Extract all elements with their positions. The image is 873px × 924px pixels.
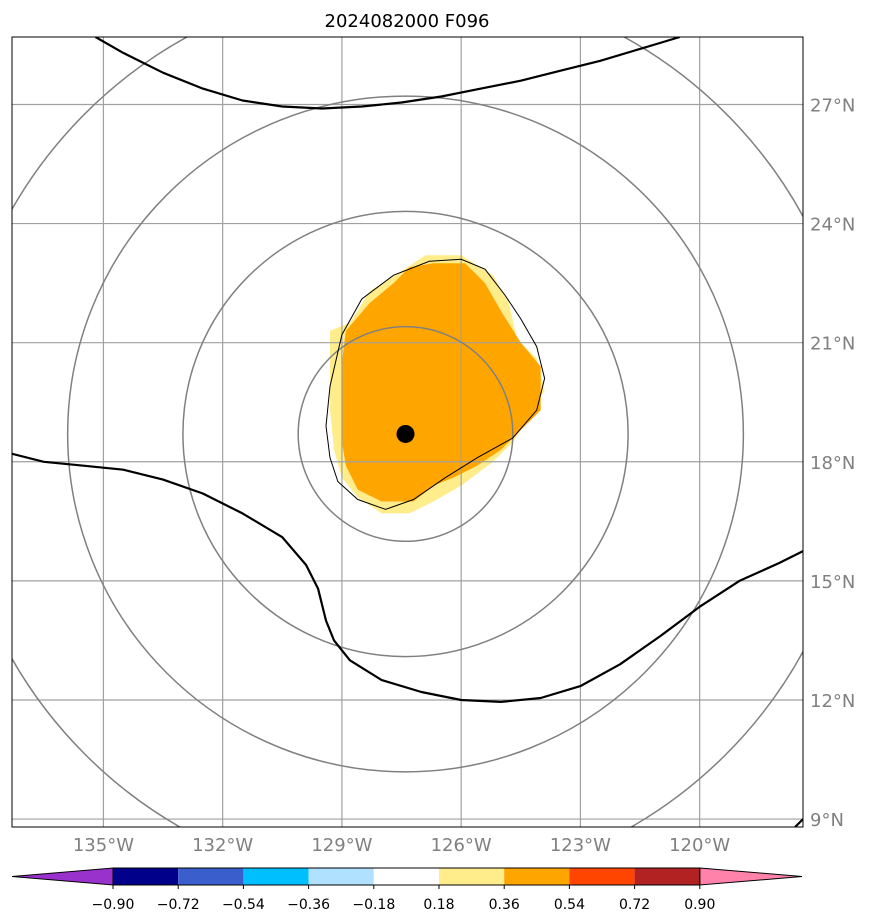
lat-label: 12°N (810, 691, 855, 712)
lat-label: 24°N (810, 215, 855, 236)
colorbar-tick-label: 0.36 (489, 897, 520, 913)
colorbar-tick-label: −0.54 (222, 897, 265, 913)
colorbar-tick-label: 0.72 (619, 897, 650, 913)
colorbar-extend-high (699, 867, 803, 886)
colorbar-segment (308, 868, 374, 885)
lat-label: 21°N (810, 334, 855, 355)
colorbar-segment (634, 868, 700, 885)
colorbar-segment (373, 868, 439, 885)
colorbar-segment (569, 868, 635, 885)
range-rings (12, 37, 803, 827)
lon-label: 126°W (431, 835, 492, 856)
map-area (12, 37, 803, 827)
range-ring-2 (66, 95, 745, 773)
colorbar-tick-label: −0.36 (287, 897, 330, 913)
lon-tick-labels: 135°W 132°W 129°W 126°W 123°W 120°W (73, 835, 731, 856)
fill-region-1 (341, 263, 541, 502)
colorbar-tick-label: −0.72 (157, 897, 200, 913)
colorbar-tick-label: −0.90 (92, 897, 135, 913)
lon-label: 129°W (311, 835, 372, 856)
colorbar-segment (504, 868, 570, 885)
colorbar-segment (113, 868, 179, 885)
thin-contour-line (325, 258, 546, 510)
storm-center-marker (396, 424, 415, 443)
contour-line-2 (794, 818, 803, 827)
map-frame (11, 36, 804, 828)
lat-label: 15°N (810, 572, 855, 593)
lon-label: 120°W (669, 835, 730, 856)
colorbar-tick-label: 0.90 (684, 897, 715, 913)
lat-label: 27°N (810, 95, 855, 116)
colorbar-outline (112, 867, 701, 886)
gridlines (12, 37, 803, 827)
colorbar-tick-label: −0.18 (352, 897, 395, 913)
chart-title: 2024082000 F096 (325, 11, 490, 32)
colorbar (11, 867, 803, 886)
colorbar-segment (178, 868, 244, 885)
contour-line-0 (94, 37, 681, 110)
lat-tick-labels: 9°N 12°N 15°N 18°N 21°N 24°N 27°N (810, 95, 855, 831)
colorbar-tick-labels: −0.90 −0.72 −0.54 −0.36 −0.18 0.18 0.36 0.54 0.7… (92, 885, 715, 913)
lon-label: 132°W (192, 835, 253, 856)
lat-label: 9°N (810, 810, 844, 831)
colorbar-tick-label: 0.54 (554, 897, 585, 913)
lon-label: 123°W (550, 835, 611, 856)
lon-label: 135°W (73, 835, 134, 856)
lat-label: 18°N (810, 453, 855, 474)
contour-lines (12, 37, 803, 827)
colorbar-extend-low (11, 867, 114, 886)
thin-contour (325, 258, 546, 510)
colorbar-segment (243, 868, 309, 885)
range-ring-1 (182, 210, 629, 658)
range-ring-0 (297, 325, 514, 543)
colorbar-tick-label: 0.18 (423, 897, 454, 913)
colorbar-segment (439, 868, 505, 885)
filled-contours (330, 255, 545, 514)
contour-line-1 (12, 452, 803, 704)
